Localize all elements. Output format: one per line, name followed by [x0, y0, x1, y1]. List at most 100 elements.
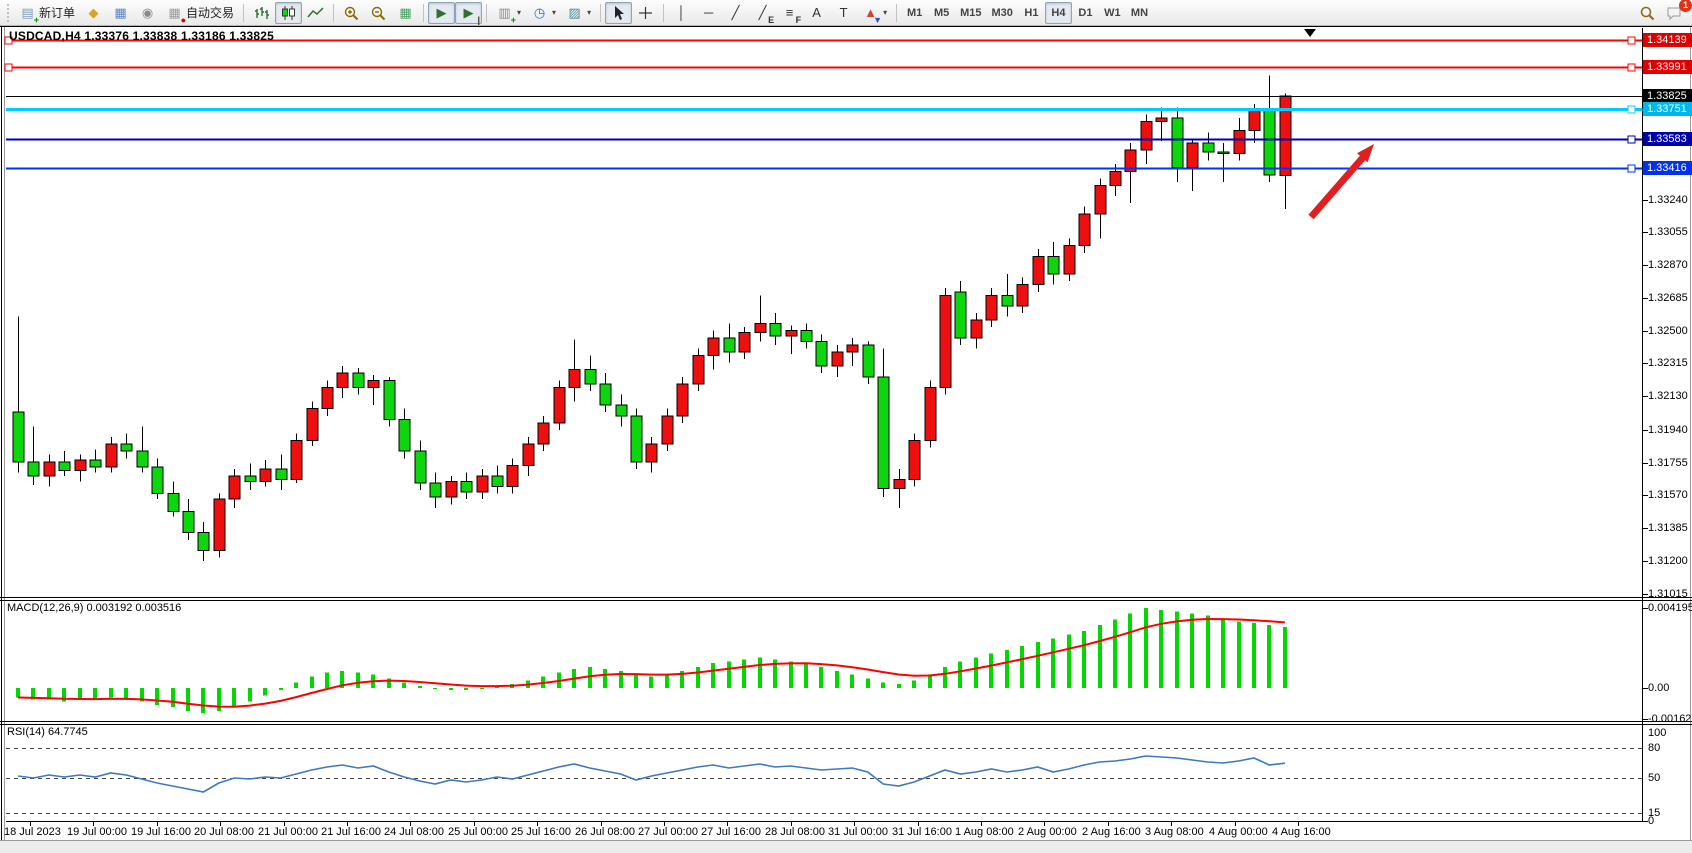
candle-body	[398, 418, 411, 452]
price-tick-label: 1.32870	[1648, 259, 1688, 271]
candle-body	[74, 459, 87, 472]
candle-body	[476, 475, 489, 493]
bar-chart-button[interactable]	[248, 2, 275, 24]
timeframe-w1-button[interactable]: W1	[1104, 6, 1121, 19]
arrows-icon: ▲ ▼	[864, 4, 883, 25]
chart-shift-marker-icon[interactable]	[1304, 29, 1316, 37]
time-tick-label: 26 Jul 08:00	[575, 826, 635, 838]
candle-body	[1279, 95, 1292, 177]
timeframe-h1-button[interactable]: H1	[1024, 6, 1039, 19]
candle-body	[1016, 284, 1029, 307]
candle-body	[228, 475, 241, 500]
hline-handle[interactable]	[1627, 135, 1636, 144]
candle-body	[197, 532, 210, 551]
trend-arrow[interactable]	[1308, 144, 1374, 220]
chart-shift-button[interactable]: ▶ |	[455, 1, 483, 24]
arrows-button[interactable]: ▲ ▼ ▾	[857, 2, 892, 25]
candle-body	[924, 386, 937, 442]
candle-body	[414, 450, 427, 484]
candle-body	[1217, 151, 1230, 155]
candle-body	[43, 461, 56, 477]
hline-handle[interactable]	[1627, 164, 1636, 173]
candle-body	[367, 379, 380, 388]
time-tick-label: 4 Aug 16:00	[1272, 826, 1331, 838]
trendline-button[interactable]: ╱	[722, 2, 749, 24]
candle-body	[352, 372, 365, 388]
horizontal-lines	[4, 36, 1643, 173]
auto-scroll-button[interactable]: ▶	[428, 1, 456, 24]
rsi-tick-label: 15	[1648, 807, 1661, 819]
candle-body	[1109, 170, 1122, 186]
candle-body	[306, 408, 319, 442]
bar-chart-icon	[253, 5, 270, 21]
candlestick-chart-button[interactable]	[275, 1, 303, 24]
candle-body	[723, 337, 736, 353]
text-label-button[interactable]: T	[830, 2, 857, 24]
zoom-out-button[interactable]	[365, 2, 392, 24]
hline-icon: ─	[703, 4, 714, 20]
timeframe-h4-button[interactable]: H4	[1044, 1, 1072, 24]
candle-body	[862, 344, 875, 378]
chat-button[interactable]: 1	[1661, 0, 1692, 24]
chevron-down-icon[interactable]: ▾	[883, 8, 888, 17]
templates-button[interactable]: ▨ ▾	[561, 2, 596, 24]
line-chart-button[interactable]	[302, 2, 329, 24]
price-tag: 1.33751	[1643, 102, 1692, 116]
hline-handle[interactable]	[4, 36, 13, 45]
hline-handle[interactable]	[4, 63, 13, 72]
periods-button[interactable]: ◷ ▾	[526, 2, 561, 24]
toolbar-separator	[663, 3, 665, 22]
time-tick-label: 25 Jul 16:00	[511, 826, 571, 838]
timeframe-mn-button[interactable]: MN	[1130, 6, 1149, 19]
indicators-button[interactable]: ▥ + ▾	[491, 2, 526, 25]
price-tick-label: 1.33055	[1648, 226, 1688, 238]
market-watch-button[interactable]: ◆	[80, 2, 107, 24]
macd-label: MACD(12,26,9) 0.003192 0.003516	[7, 602, 182, 614]
new-order-button[interactable]: ▤ + 新订单	[14, 2, 80, 25]
vertical-line-button[interactable]: │	[668, 2, 695, 24]
auto-scroll-icon: ▶	[436, 4, 447, 20]
chevron-down-icon[interactable]: ▾	[517, 8, 522, 17]
candle-body	[275, 468, 288, 481]
timeframe-m1-button[interactable]: M1	[906, 6, 923, 19]
time-tick-label: 19 Jul 16:00	[131, 826, 191, 838]
rsi-line	[17, 755, 1285, 793]
zoom-in-button[interactable]	[338, 2, 365, 24]
hline-handle[interactable]	[1627, 36, 1636, 45]
autotrading-icon: ▦ ●	[168, 4, 187, 25]
timeframe-d1-button[interactable]: D1	[1078, 6, 1093, 19]
crosshair-button[interactable]	[632, 2, 659, 24]
zoom-out-icon	[370, 5, 387, 21]
candle-body	[584, 369, 597, 385]
signals-button[interactable]: ◉	[134, 2, 161, 24]
tile-windows-button[interactable]: ▦	[392, 2, 419, 24]
candle-body	[630, 415, 643, 463]
timeframe-m5-button[interactable]: M5	[933, 6, 950, 19]
candle-body	[599, 383, 612, 406]
price-tick-label: 1.32315	[1648, 357, 1688, 369]
timeframe-m30-button[interactable]: M30	[991, 6, 1013, 19]
time-tick-label: 19 Jul 00:00	[67, 826, 127, 838]
autotrading-button[interactable]: ▦ ● 自动交易	[161, 2, 239, 25]
text-button[interactable]: A	[803, 2, 830, 24]
search-button[interactable]	[1634, 2, 1661, 24]
hline-handle[interactable]	[1627, 63, 1636, 72]
equidistant-channel-button[interactable]: ╱ E	[749, 2, 776, 25]
fibonacci-button[interactable]: ≡ F	[776, 2, 803, 25]
candle-body	[336, 372, 349, 388]
candle-body	[151, 466, 164, 495]
search-icon	[1639, 5, 1656, 21]
candle-body	[259, 468, 272, 482]
timeframe-m15-button[interactable]: M15	[960, 6, 982, 19]
chevron-down-icon[interactable]: ▾	[552, 8, 557, 17]
candle-body	[506, 464, 519, 488]
new-order-icon: ▤ +	[21, 4, 39, 25]
chevron-down-icon[interactable]: ▾	[587, 8, 592, 17]
navigator-button[interactable]: ▦	[107, 2, 134, 24]
hline-handle[interactable]	[1627, 105, 1636, 114]
candle-body	[1233, 130, 1246, 155]
horizontal-line-button[interactable]: ─	[695, 2, 722, 24]
cursor-button[interactable]	[605, 1, 633, 24]
price-tick-label: 1.32130	[1648, 390, 1688, 402]
